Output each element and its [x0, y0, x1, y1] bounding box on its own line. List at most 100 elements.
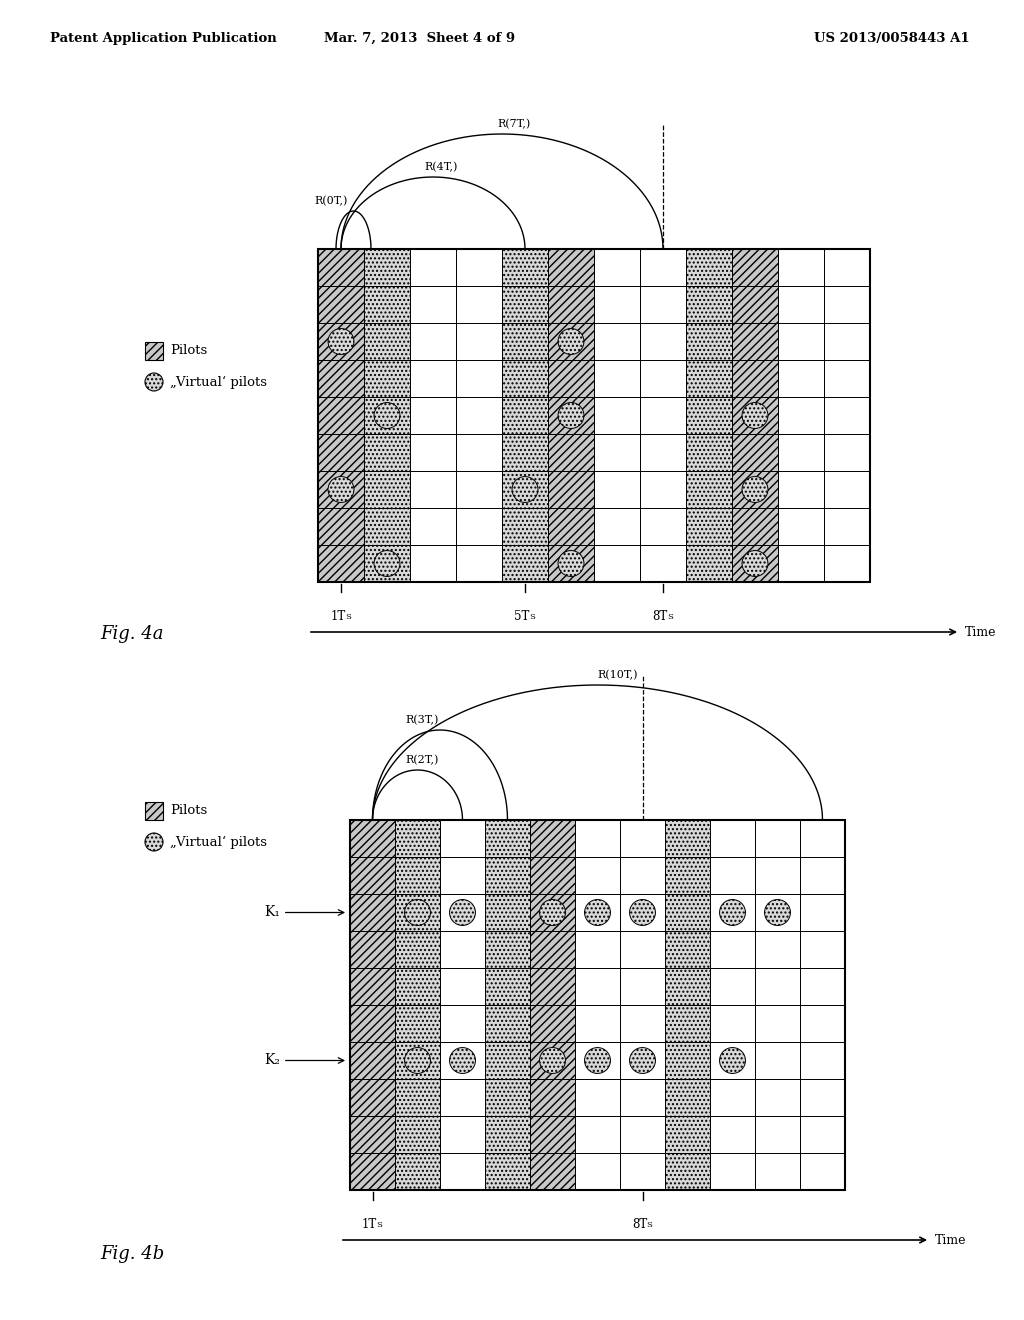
Bar	[456, 397, 502, 434]
Bar	[395, 1005, 440, 1041]
Bar	[710, 857, 755, 894]
Bar	[665, 1005, 710, 1041]
Bar	[710, 894, 755, 931]
Circle shape	[630, 1048, 655, 1073]
Bar	[456, 434, 502, 471]
Text: S: S	[345, 612, 351, 620]
Bar	[686, 471, 732, 508]
Bar	[364, 249, 410, 286]
Bar	[548, 508, 594, 545]
Bar	[710, 1041, 755, 1078]
Bar	[548, 397, 594, 434]
Text: 1T: 1T	[331, 610, 346, 623]
Bar	[640, 397, 686, 434]
Bar	[350, 1041, 395, 1078]
Bar	[575, 968, 620, 1005]
Bar	[778, 323, 824, 360]
Circle shape	[450, 1048, 475, 1073]
Bar	[318, 249, 870, 582]
Bar	[755, 820, 800, 857]
Bar	[594, 397, 640, 434]
Bar	[686, 360, 732, 397]
Bar	[732, 360, 778, 397]
Bar	[364, 508, 410, 545]
Text: R(7T,): R(7T,)	[498, 119, 530, 129]
Text: Fig. 4b: Fig. 4b	[100, 1245, 164, 1263]
Circle shape	[742, 477, 768, 503]
Bar	[575, 1041, 620, 1078]
Text: K₁: K₁	[264, 906, 344, 920]
Bar	[548, 323, 594, 360]
Bar	[686, 434, 732, 471]
Circle shape	[630, 899, 655, 925]
Bar	[640, 545, 686, 582]
Bar	[145, 803, 163, 820]
Bar	[824, 323, 870, 360]
Bar	[440, 1152, 485, 1191]
Bar	[485, 1152, 530, 1191]
Bar	[530, 1115, 575, 1152]
Bar	[485, 1078, 530, 1115]
Bar	[686, 249, 732, 286]
Bar	[318, 545, 364, 582]
Bar	[594, 545, 640, 582]
Bar	[410, 323, 456, 360]
Bar	[800, 1115, 845, 1152]
Bar	[778, 249, 824, 286]
Bar	[640, 434, 686, 471]
Bar	[640, 508, 686, 545]
Bar	[686, 545, 732, 582]
Bar	[395, 1078, 440, 1115]
Bar	[800, 968, 845, 1005]
Bar	[440, 1115, 485, 1152]
Bar	[364, 434, 410, 471]
Bar	[665, 931, 710, 968]
Bar	[732, 471, 778, 508]
Bar	[395, 1041, 440, 1078]
Circle shape	[742, 550, 768, 577]
Circle shape	[540, 1048, 565, 1073]
Bar	[502, 323, 548, 360]
Bar	[665, 857, 710, 894]
Bar	[710, 1078, 755, 1115]
Bar	[502, 508, 548, 545]
Bar	[824, 360, 870, 397]
Bar	[755, 857, 800, 894]
Text: „Virtual‘ pilots: „Virtual‘ pilots	[170, 375, 267, 388]
Bar	[686, 286, 732, 323]
Circle shape	[540, 899, 565, 925]
Text: Time: Time	[935, 1233, 967, 1246]
Bar	[502, 360, 548, 397]
Bar	[824, 397, 870, 434]
Bar	[395, 894, 440, 931]
Bar	[350, 1005, 395, 1041]
Text: US 2013/0058443 A1: US 2013/0058443 A1	[814, 32, 970, 45]
Bar	[318, 471, 364, 508]
Bar	[502, 286, 548, 323]
Bar	[410, 249, 456, 286]
Bar	[364, 545, 410, 582]
Bar	[594, 360, 640, 397]
Bar	[732, 434, 778, 471]
Bar	[440, 931, 485, 968]
Bar	[575, 1005, 620, 1041]
Text: Patent Application Publication: Patent Application Publication	[50, 32, 276, 45]
Bar	[395, 1152, 440, 1191]
Bar	[665, 1152, 710, 1191]
Bar	[485, 1005, 530, 1041]
Bar	[410, 508, 456, 545]
Bar	[456, 360, 502, 397]
Bar	[640, 360, 686, 397]
Bar	[145, 342, 163, 360]
Bar	[410, 545, 456, 582]
Bar	[364, 323, 410, 360]
Bar	[755, 1078, 800, 1115]
Bar	[665, 820, 710, 857]
Bar	[364, 286, 410, 323]
Circle shape	[765, 899, 791, 925]
Bar	[620, 1152, 665, 1191]
Bar	[350, 820, 395, 857]
Circle shape	[450, 899, 475, 925]
Bar	[575, 1078, 620, 1115]
Bar	[410, 360, 456, 397]
